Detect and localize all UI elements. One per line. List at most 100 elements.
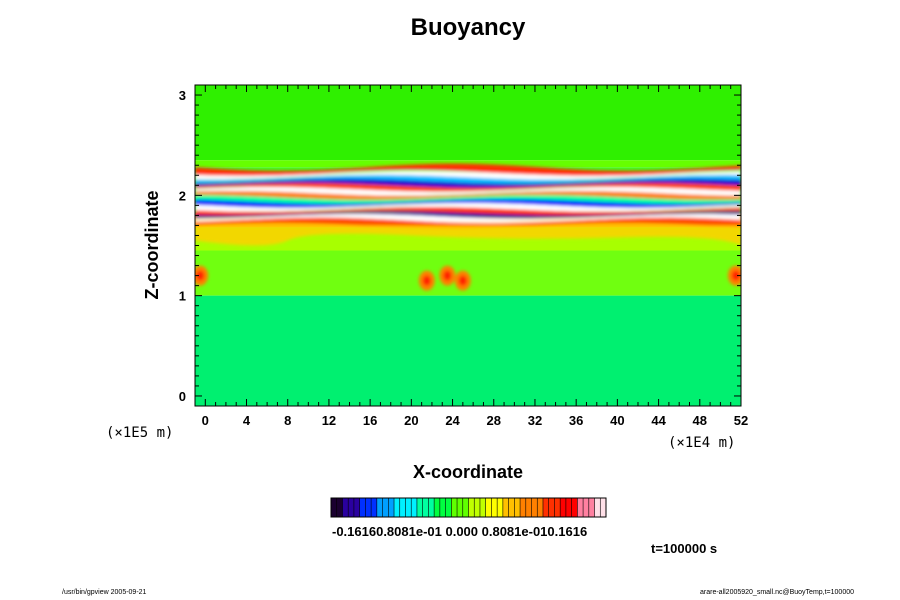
colorbar-swatch — [565, 498, 572, 517]
colorbar-swatch — [359, 498, 366, 517]
field-band — [195, 160, 741, 168]
colorbar-swatch — [548, 498, 555, 517]
field-stripe — [195, 202, 741, 212]
y-tick-label: 0 — [179, 389, 186, 404]
colorbar-swatch — [577, 498, 584, 517]
field-plume-core — [731, 270, 740, 281]
colorbar-swatch — [474, 498, 481, 517]
colorbar-swatch — [497, 498, 504, 517]
colorbar-frame — [330, 497, 607, 518]
field-plume-core — [458, 275, 467, 286]
colorbar-swatch — [331, 498, 338, 517]
x-tick-label: 20 — [404, 413, 418, 428]
x-tick-label: 52 — [734, 413, 748, 428]
axis-ticks — [195, 85, 742, 406]
x-tick-label: 0 — [202, 413, 209, 428]
colorbar-swatch — [560, 498, 567, 517]
colorbar-swatch — [508, 498, 515, 517]
colorbar-swatch — [583, 498, 590, 517]
x-axis-label: X-coordinate — [413, 462, 523, 482]
field-features — [195, 163, 741, 291]
colorbar-swatch — [399, 498, 406, 517]
y-tick-label: 3 — [179, 88, 186, 103]
field-stripe — [195, 198, 741, 208]
colorbar-swatch — [342, 498, 349, 517]
field-plume-core — [443, 270, 452, 281]
colorbar-swatch — [468, 498, 475, 517]
y-axis-unit: (×1E5 m) — [106, 425, 174, 441]
x-tick-label: 16 — [363, 413, 377, 428]
colorbar-swatch — [439, 498, 446, 517]
buoyancy-field — [195, 85, 741, 406]
field-plume-core — [196, 270, 205, 281]
field-stripe — [195, 211, 741, 219]
colorbar-swatch — [371, 498, 378, 517]
chart-title: Buoyancy — [410, 14, 526, 41]
colorbar-swatch — [479, 498, 486, 517]
field-plume-core — [422, 275, 431, 286]
colorbar-swatch — [405, 498, 412, 517]
colorbar-swatch — [502, 498, 509, 517]
field-band — [195, 85, 741, 161]
field-layer — [195, 225, 741, 246]
x-tick-label: 48 — [693, 413, 707, 428]
colorbar-swatch — [554, 498, 561, 517]
colorbar-swatch — [445, 498, 452, 517]
field-stripe — [195, 178, 741, 188]
y-axis-label: Z-coordinate — [142, 190, 162, 299]
colorbar-swatch — [537, 498, 544, 517]
colorbar-swatch — [428, 498, 435, 517]
x-tick-label: 4 — [243, 413, 251, 428]
colorbar-swatch — [542, 498, 550, 517]
colorbar-swatch — [491, 498, 498, 517]
colorbar-swatch — [451, 498, 458, 517]
field-stripe — [195, 182, 741, 192]
field-stripe — [195, 214, 741, 223]
y-tick-label: 2 — [179, 188, 186, 203]
x-tick-label: 12 — [322, 413, 336, 428]
field-stripe — [195, 217, 741, 229]
x-tick-label: 8 — [284, 413, 291, 428]
x-tick-label: 40 — [610, 413, 624, 428]
colorbar-swatch — [348, 498, 355, 517]
colorbar-swatch — [531, 498, 538, 517]
x-tick-label: 28 — [487, 413, 501, 428]
colorbar-swatch — [411, 498, 418, 517]
x-tick-label: 44 — [651, 413, 666, 428]
y-tick-label: 1 — [179, 289, 186, 304]
colorbar-swatch — [336, 498, 343, 517]
colorbar-swatch — [600, 498, 607, 517]
colorbar-swatch — [365, 498, 372, 517]
field-band — [195, 295, 741, 406]
colorbar-swatch — [394, 498, 401, 517]
x-tick-label: 36 — [569, 413, 583, 428]
field-stripe — [195, 190, 741, 200]
field-stripe — [195, 170, 741, 180]
colorbar — [330, 497, 607, 518]
field-stripe — [195, 206, 741, 216]
colorbar-swatch — [416, 498, 423, 517]
colorbar-swatch — [376, 498, 383, 517]
colorbar-swatch — [382, 498, 389, 517]
colorbar-tick-labels: -0.16160.8081e-01 0.000 0.8081e-010.1616 — [332, 524, 588, 539]
x-tick-label: 32 — [528, 413, 542, 428]
field-stripe — [195, 194, 741, 204]
colorbar-swatch — [422, 498, 429, 517]
colorbar-swatch — [388, 498, 395, 517]
footer-command: /usr/bin/gpview 2005-09-21 — [62, 589, 147, 596]
colorbar-swatch — [457, 498, 464, 517]
x-axis-unit: (×1E4 m) — [668, 435, 736, 451]
footer-source: arare-all2005920_small.nc@BuoyTemp,t=100… — [700, 589, 855, 596]
colorbar-swatch — [594, 498, 601, 517]
colorbar-swatch — [588, 498, 595, 517]
field-stripe — [195, 186, 741, 196]
time-annotation: t=100000 s — [651, 541, 718, 556]
colorbar-swatch — [514, 498, 521, 517]
colorbar-swatch — [571, 498, 578, 517]
x-tick-labels: 0 4 8 12 16 20 24 28 32 36 40 44 48 52 — [202, 413, 749, 428]
y-tick-labels: 0 1 2 3 — [179, 88, 186, 404]
colorbar-swatch — [462, 498, 469, 517]
field-stripe — [195, 163, 741, 177]
colorbar-swatch — [434, 498, 441, 517]
